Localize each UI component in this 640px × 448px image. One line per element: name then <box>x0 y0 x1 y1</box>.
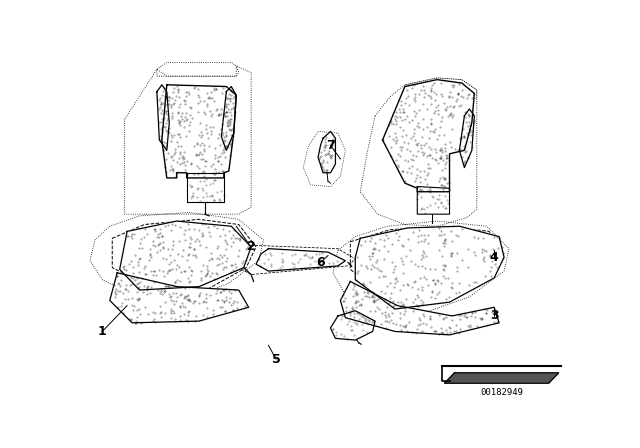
Polygon shape <box>318 131 335 173</box>
Polygon shape <box>110 273 249 323</box>
Polygon shape <box>340 281 499 335</box>
Polygon shape <box>445 373 559 383</box>
Polygon shape <box>221 86 236 151</box>
Polygon shape <box>355 226 504 309</box>
Polygon shape <box>383 80 474 192</box>
Polygon shape <box>350 226 504 306</box>
Polygon shape <box>330 311 375 340</box>
Polygon shape <box>120 221 251 290</box>
Text: 2: 2 <box>247 241 255 254</box>
Polygon shape <box>187 173 224 202</box>
Text: 7: 7 <box>326 139 335 152</box>
Text: 4: 4 <box>490 251 499 264</box>
Polygon shape <box>460 109 474 168</box>
Text: 5: 5 <box>271 353 280 366</box>
Polygon shape <box>157 85 169 151</box>
Text: 00182949: 00182949 <box>480 388 523 397</box>
Text: 1: 1 <box>98 325 107 338</box>
Polygon shape <box>417 186 449 214</box>
Polygon shape <box>112 220 256 293</box>
Polygon shape <box>162 85 236 178</box>
Text: 3: 3 <box>490 310 499 323</box>
Text: 6: 6 <box>316 256 325 269</box>
Polygon shape <box>256 249 346 271</box>
